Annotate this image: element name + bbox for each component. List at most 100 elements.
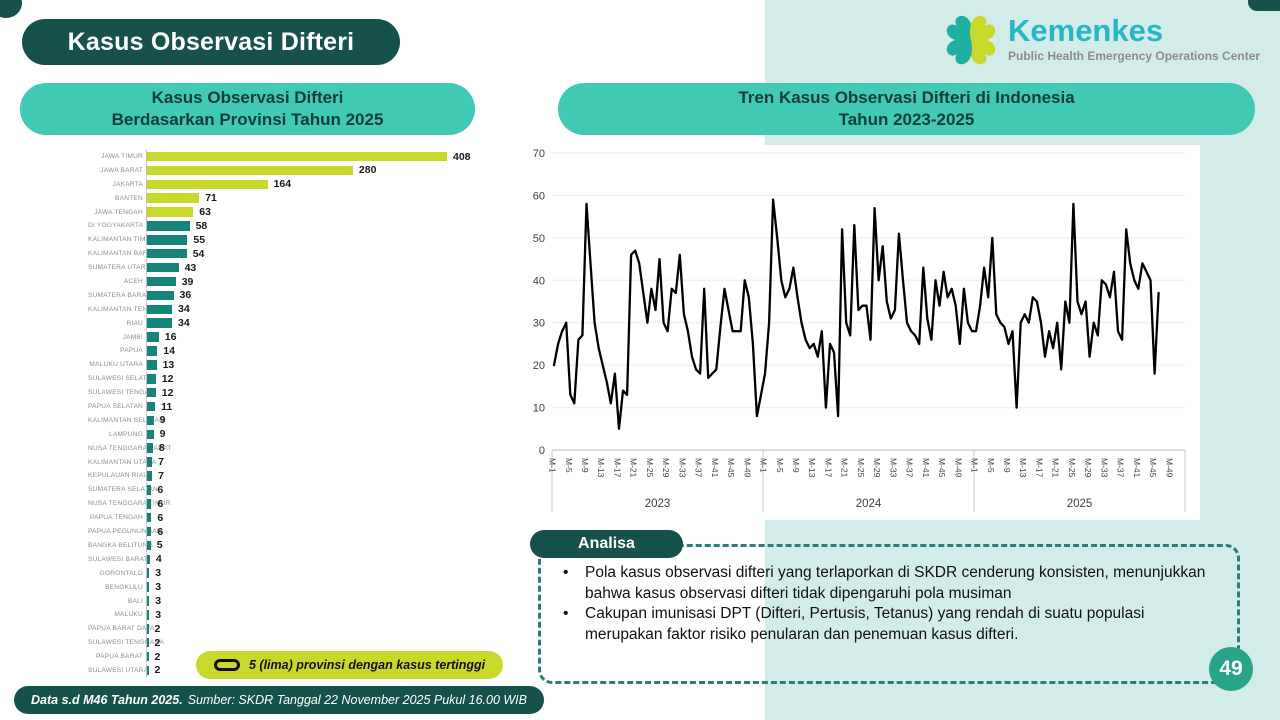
- bar: [147, 276, 176, 287]
- bar-row: BANTEN 71: [88, 191, 503, 205]
- bar-row: MALUKU UTARA 13: [88, 358, 503, 372]
- bar-value: 13: [162, 358, 175, 371]
- bar-row: SUMATERA BARAT 36: [88, 288, 503, 302]
- bar: [147, 165, 353, 176]
- bar-track: 63: [146, 205, 503, 219]
- bar-track: 58: [146, 219, 503, 233]
- province-label: SULAWESI UTARA: [88, 666, 149, 674]
- corner-decoration-top-left: [0, 0, 22, 18]
- bar-value: 9: [159, 428, 166, 441]
- svg-text:M-1: M-1: [759, 458, 769, 473]
- svg-text:M-1: M-1: [970, 458, 980, 473]
- bar-row: KALIMANTAN UTARA 7: [88, 455, 503, 469]
- bar-value: 408: [453, 150, 471, 163]
- svg-text:M-29: M-29: [661, 458, 671, 478]
- svg-text:M-33: M-33: [677, 458, 687, 478]
- kemenkes-logo: Kemenkes Public Health Emergency Operati…: [938, 5, 1260, 73]
- bar-row: KALIMANTAN TENGAH 34: [88, 302, 503, 316]
- bar: [147, 485, 152, 495]
- bar: [147, 443, 153, 453]
- bar-track: 164: [146, 177, 503, 191]
- bar-track: 55: [146, 233, 503, 247]
- bar: [147, 401, 156, 412]
- bar-track: 13: [146, 358, 503, 372]
- province-label: PAPUA BARAT: [95, 653, 143, 661]
- svg-text:M-9: M-9: [580, 458, 590, 473]
- bar-row: JAMBI 16: [88, 330, 503, 344]
- svg-text:M-37: M-37: [905, 458, 915, 478]
- province-label: BENGKULU: [105, 583, 143, 591]
- bar: [147, 262, 179, 273]
- bar-track: 2: [146, 663, 503, 677]
- analysis-bullet-text: Cakupan imunisasi DPT (Difteri, Pertusis…: [585, 605, 1145, 643]
- bar-row: BALI 3: [88, 594, 503, 608]
- bar-track: 6: [146, 525, 503, 539]
- analysis-title: Analisa: [530, 530, 683, 558]
- bar-row: KEPULAUAN RIAU 7: [88, 469, 503, 483]
- bar-value: 54: [192, 247, 205, 260]
- province-label: SUMATERA BARAT: [88, 291, 150, 299]
- province-label: PAPUA: [120, 347, 143, 355]
- bar-track: 6: [146, 483, 503, 497]
- bar-value: 11: [161, 400, 173, 413]
- analysis-box: • Pola kasus observasi difteri yang terl…: [538, 544, 1240, 684]
- province-label: SULAWESI TENGGARA: [88, 639, 164, 647]
- province-label: BANTEN: [115, 194, 143, 202]
- bar-chart-title: Kasus Observasi Difteri Berdasarkan Prov…: [20, 83, 475, 135]
- bar-chart: JAWA TIMUR 408 JAWA BARAT 280 JAKARTA 164 BANT…: [88, 150, 503, 677]
- bar-row: JAKARTA 164: [88, 177, 503, 191]
- province-label: SUMATERA SELATAN: [88, 486, 158, 494]
- bar-track: 408: [146, 150, 503, 163]
- svg-text:M-45: M-45: [1148, 458, 1158, 478]
- analysis-bullet: • Pola kasus observasi difteri yang terl…: [563, 563, 1223, 604]
- province-label: SULAWESI SELATAN: [88, 375, 156, 383]
- province-label: ACEH: [123, 278, 143, 286]
- province-label: LAMPUNG: [108, 430, 143, 438]
- bar-row: DI YOGYAKARTA 58: [88, 219, 503, 233]
- bar: [147, 304, 172, 315]
- svg-text:M-5: M-5: [564, 458, 574, 473]
- data-source-footer: Data s.d M46 Tahun 2025. Sumber: SKDR Ta…: [14, 686, 544, 714]
- bar-row: RIAU 34: [88, 316, 503, 330]
- legend-label: 5 (lima) provinsi dengan kasus tertinggi: [249, 658, 486, 672]
- bar-track: 2: [146, 650, 503, 664]
- svg-text:M-49: M-49: [953, 458, 963, 478]
- svg-text:M-29: M-29: [1083, 458, 1093, 478]
- bar-track: 9: [146, 413, 503, 427]
- bar-row: BENGKULU 3: [88, 580, 503, 594]
- bar-value: 6: [157, 525, 164, 538]
- bar: [147, 637, 149, 648]
- line-chart: 0 10 20 30 40 50 60 70 M-1 M-5 M-9 M-13 M-17 M-21 M-25…: [525, 145, 1200, 520]
- bar-row: NUSA TENGGARA BARAT 8: [88, 441, 503, 455]
- bar-chart-title-line1: Kasus Observasi Difteri: [151, 87, 344, 107]
- bar-track: 34: [146, 316, 503, 330]
- svg-text:M-45: M-45: [937, 458, 947, 478]
- bar-value: 55: [193, 233, 206, 246]
- bar-row: NUSA TENGGARA TIMUR 6: [88, 497, 503, 511]
- svg-text:M-45: M-45: [726, 458, 736, 478]
- bar: [147, 624, 149, 634]
- bar: [147, 457, 153, 467]
- bar-track: 12: [146, 386, 503, 400]
- province-label: KEPULAUAN RIAU: [88, 472, 149, 480]
- province-label: BALI: [127, 597, 143, 605]
- page-title: Kasus Observasi Difteri: [22, 19, 400, 65]
- svg-text:M-33: M-33: [1099, 458, 1109, 478]
- province-label: PAPUA SELATAN: [88, 403, 144, 411]
- bar: [147, 387, 156, 398]
- bar-row: GORONTALO 3: [88, 566, 503, 580]
- bar-value: 3: [155, 581, 162, 594]
- bar-row: JAWA TENGAH 63: [88, 205, 503, 219]
- province-label: KALIMANTAN BARAT: [88, 250, 157, 258]
- bar-row: PAPUA TENGAH 6: [88, 511, 503, 525]
- bar-chart-legend: 5 (lima) provinsi dengan kasus tertinggi: [196, 651, 504, 679]
- province-label: KALIMANTAN UTARA: [88, 458, 157, 466]
- bar-row: KALIMANTAN SELATAN 9: [88, 413, 503, 427]
- bar-track: 2: [146, 636, 503, 650]
- svg-text:20: 20: [533, 360, 545, 372]
- bar: [147, 290, 174, 301]
- bar-value: 7: [158, 469, 164, 482]
- bar-row: KALIMANTAN BARAT 54: [88, 247, 503, 261]
- svg-text:M-5: M-5: [775, 458, 785, 473]
